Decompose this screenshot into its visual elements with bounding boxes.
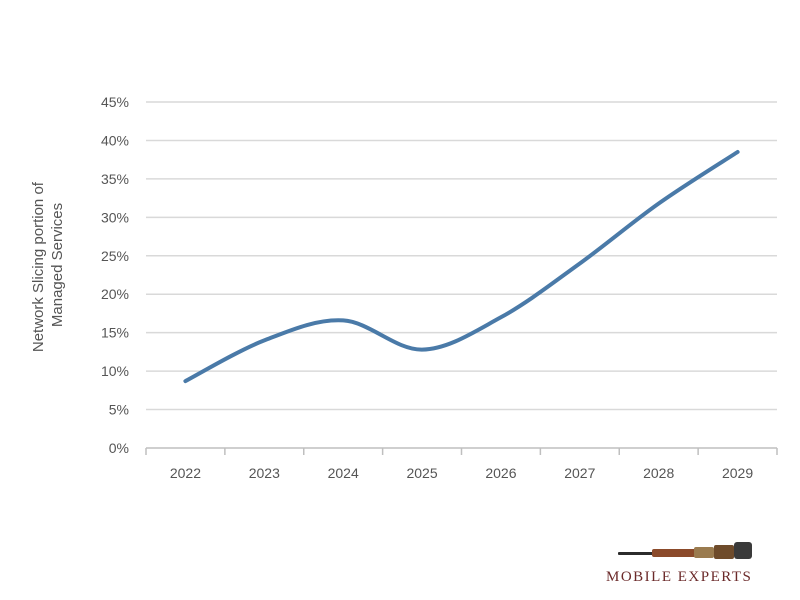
y-tick-labels: 0% 5% 10% 15% 20% 25% 30% 35% 40% 45% bbox=[101, 94, 129, 456]
series-line bbox=[183, 150, 740, 384]
y-tick-label: 0% bbox=[109, 440, 129, 456]
telescope-logo-icon bbox=[618, 542, 752, 559]
y-tick-label: 45% bbox=[101, 94, 129, 110]
x-tick-label: 2025 bbox=[406, 465, 437, 481]
x-tick-label: 2026 bbox=[485, 465, 516, 481]
y-tick-label: 30% bbox=[101, 209, 129, 225]
x-tick-label: 2022 bbox=[170, 465, 201, 481]
series-group bbox=[183, 150, 740, 384]
x-tick-label: 2024 bbox=[328, 465, 359, 481]
x-tick-label: 2028 bbox=[643, 465, 674, 481]
y-tick-label: 10% bbox=[101, 363, 129, 379]
grid-lines bbox=[146, 101, 777, 411]
y-tick-label: 40% bbox=[101, 132, 129, 148]
x-tick-labels: 2022 2023 2024 2025 2026 2027 2028 2029 bbox=[170, 465, 753, 481]
x-tick-label: 2029 bbox=[722, 465, 753, 481]
y-tick-label: 35% bbox=[101, 171, 129, 187]
brand-name: MOBILE EXPERTS bbox=[606, 569, 753, 585]
x-axis bbox=[145, 447, 778, 455]
y-tick-label: 20% bbox=[101, 286, 129, 302]
x-tick-label: 2023 bbox=[249, 465, 280, 481]
y-tick-label: 15% bbox=[101, 325, 129, 341]
y-axis-label-line-2: Managed Services bbox=[49, 203, 66, 327]
y-axis-label: Network Slicing portion of Managed Servi… bbox=[30, 178, 66, 352]
y-axis-label-line-1: Network Slicing portion of bbox=[30, 181, 47, 352]
y-tick-label: 5% bbox=[109, 402, 129, 418]
x-tick-label: 2027 bbox=[564, 465, 595, 481]
y-tick-label: 25% bbox=[101, 248, 129, 264]
